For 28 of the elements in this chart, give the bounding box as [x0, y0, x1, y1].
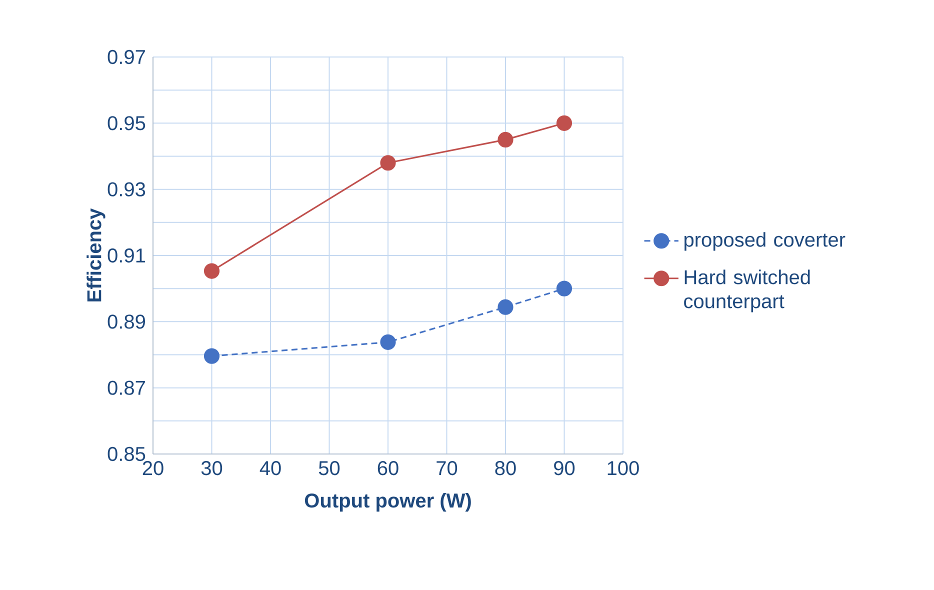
x-tick-label: 20	[142, 461, 164, 476]
y-axis-title: Efficiency	[86, 208, 106, 302]
x-tick-label: 100	[608, 461, 639, 476]
y-tick-label: 0.95	[108, 116, 146, 130]
point	[380, 334, 396, 350]
y-tick-label: 0.97	[108, 50, 145, 64]
y-tick-label: 0.93	[108, 182, 146, 196]
x-tick-label: 90	[554, 461, 575, 476]
legend-label: proposed coverter	[684, 232, 846, 251]
point	[556, 280, 572, 296]
x-axis-title: Output power (W)	[304, 492, 471, 512]
x-tick-label: 80	[495, 461, 516, 476]
y-tick-label: 0.91	[108, 248, 145, 263]
legend-label: Hard switched counterpart	[684, 270, 810, 312]
point	[204, 348, 220, 364]
point	[556, 115, 572, 131]
x-tick-label: 60	[378, 461, 398, 476]
y-tick-label: 0.89	[108, 314, 146, 329]
point	[498, 299, 514, 315]
point	[498, 132, 514, 148]
x-tick-label: 30	[201, 461, 222, 476]
point	[380, 155, 396, 171]
y-tick-label: 0.85	[108, 446, 146, 462]
y-tick-label: 0.87	[108, 380, 145, 395]
x-tick-label: 70	[436, 461, 458, 476]
point	[204, 263, 220, 279]
x-tick-label: 50	[318, 461, 340, 476]
x-tick-label: 40	[260, 461, 281, 476]
